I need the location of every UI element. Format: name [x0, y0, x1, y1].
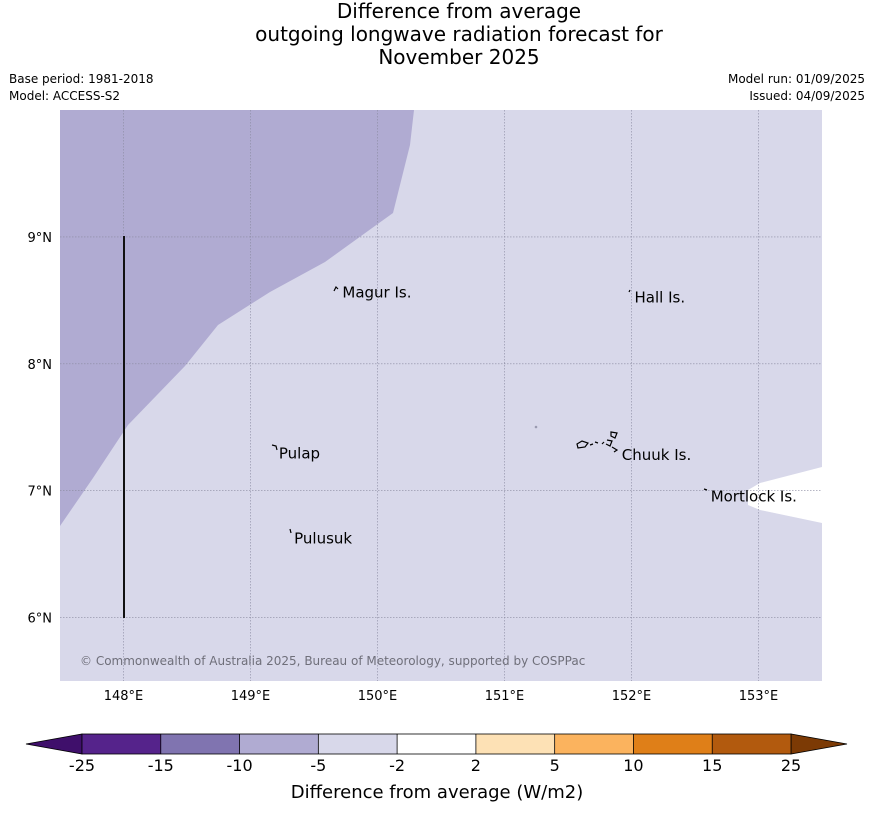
lat-tick-label: 9°N [28, 231, 53, 246]
small-atoll-dot [534, 425, 538, 429]
lon-tick-label: 149°E [231, 689, 271, 704]
issued-text: Issued: 04/09/2025 [749, 89, 865, 103]
map-panel: Magur Is. Hall Is. Pulap Chuuk Is. Mortlock … [60, 110, 822, 681]
colorbar-segment [397, 734, 476, 754]
colorbar-tick-label: -10 [226, 756, 252, 775]
place-label: Pulusuk [294, 530, 352, 548]
colorbar-segment [318, 734, 398, 754]
lat-tick-label: 6°N [28, 612, 53, 627]
place-label: Hall Is. [635, 289, 686, 307]
colorbar-tick-label: -5 [310, 756, 326, 775]
colorbar: -25 -15 -10 -5 -2 2 5 10 15 25 [25, 733, 848, 775]
anomaly-region-minus15-minus10 [60, 110, 414, 526]
lon-tick-label: 148°E [104, 689, 144, 704]
colorbar-frame [81, 733, 792, 755]
colorbar-tick-label: 10 [623, 756, 643, 775]
meta-left: Base period: 1981-2018 Model: ACCESS-S2 [9, 71, 154, 105]
lat-tick-label: 7°N [28, 485, 53, 500]
anomaly-region-near-zero [748, 467, 822, 523]
colorbar-segment [554, 734, 634, 754]
colorbar-tick-label: -2 [389, 756, 405, 775]
lon-tick-label: 150°E [358, 689, 398, 704]
chuuk-lagoon-shape [576, 431, 619, 453]
place-label: Chuuk Is. [622, 446, 691, 464]
place-label: Mortlock Is. [711, 488, 797, 506]
colorbar-title: Difference from average (W/m2) [291, 782, 583, 803]
colorbar-segment [712, 734, 791, 754]
colorbar-tick-label: 5 [550, 756, 560, 775]
latitude-tick-labels: 9°N 8°N 7°N 6°N [28, 231, 53, 627]
colorbar-extend-high [790, 733, 848, 755]
magur-island-shape [333, 285, 339, 292]
map-title: Difference from average outgoing longwav… [0, 0, 873, 69]
colorbar-tick-label: 2 [471, 756, 481, 775]
colorbar-extend-low [25, 733, 83, 755]
lat-tick-label: 8°N [28, 358, 53, 373]
copyright-notice: © Commonwealth of Australia 2025, Bureau… [80, 654, 585, 668]
place-label: Magur Is. [342, 283, 411, 301]
island-outlines [271, 285, 708, 534]
pulap-island-shape [271, 444, 278, 451]
pulusuk-island-shape [289, 528, 292, 534]
lon-tick-label: 151°E [485, 689, 525, 704]
colorbar-segment [633, 734, 713, 754]
lon-tick-label: 152°E [612, 689, 652, 704]
colorbar-segment [239, 734, 319, 754]
lon-tick-label: 153°E [739, 689, 779, 704]
colorbar-segment [160, 734, 240, 754]
base-period-text: Base period: 1981-2018 [9, 72, 154, 86]
mortlock-island-shape [703, 488, 708, 491]
hall-island-shape [628, 289, 631, 293]
colorbar-tick-label: 25 [781, 756, 801, 775]
longitude-tick-labels: 148°E 149°E 150°E 151°E 152°E 153°E [104, 689, 779, 704]
colorbar-segment [82, 734, 161, 754]
meta-right: Model run: 01/09/2025 Issued: 04/09/2025 [728, 71, 865, 105]
colorbar-tick-label: -25 [69, 756, 95, 775]
title-line-1: Difference from average [336, 0, 582, 23]
colorbar-tick-label: -15 [148, 756, 174, 775]
place-labels: Magur Is. Hall Is. Pulap Chuuk Is. Mortlock … [279, 283, 797, 547]
model-run-text: Model run: 01/09/2025 [727, 72, 865, 86]
title-line-2: outgoing longwave radiation forecast for [255, 22, 663, 46]
colorbar-segment [475, 734, 555, 754]
colorbar-tick-label: 15 [702, 756, 722, 775]
place-label: Pulap [279, 445, 320, 463]
model-text: Model: ACCESS-S2 [9, 89, 121, 103]
title-line-3: November 2025 [378, 45, 540, 69]
